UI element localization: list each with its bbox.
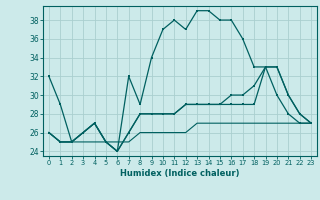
X-axis label: Humidex (Indice chaleur): Humidex (Indice chaleur) — [120, 169, 240, 178]
